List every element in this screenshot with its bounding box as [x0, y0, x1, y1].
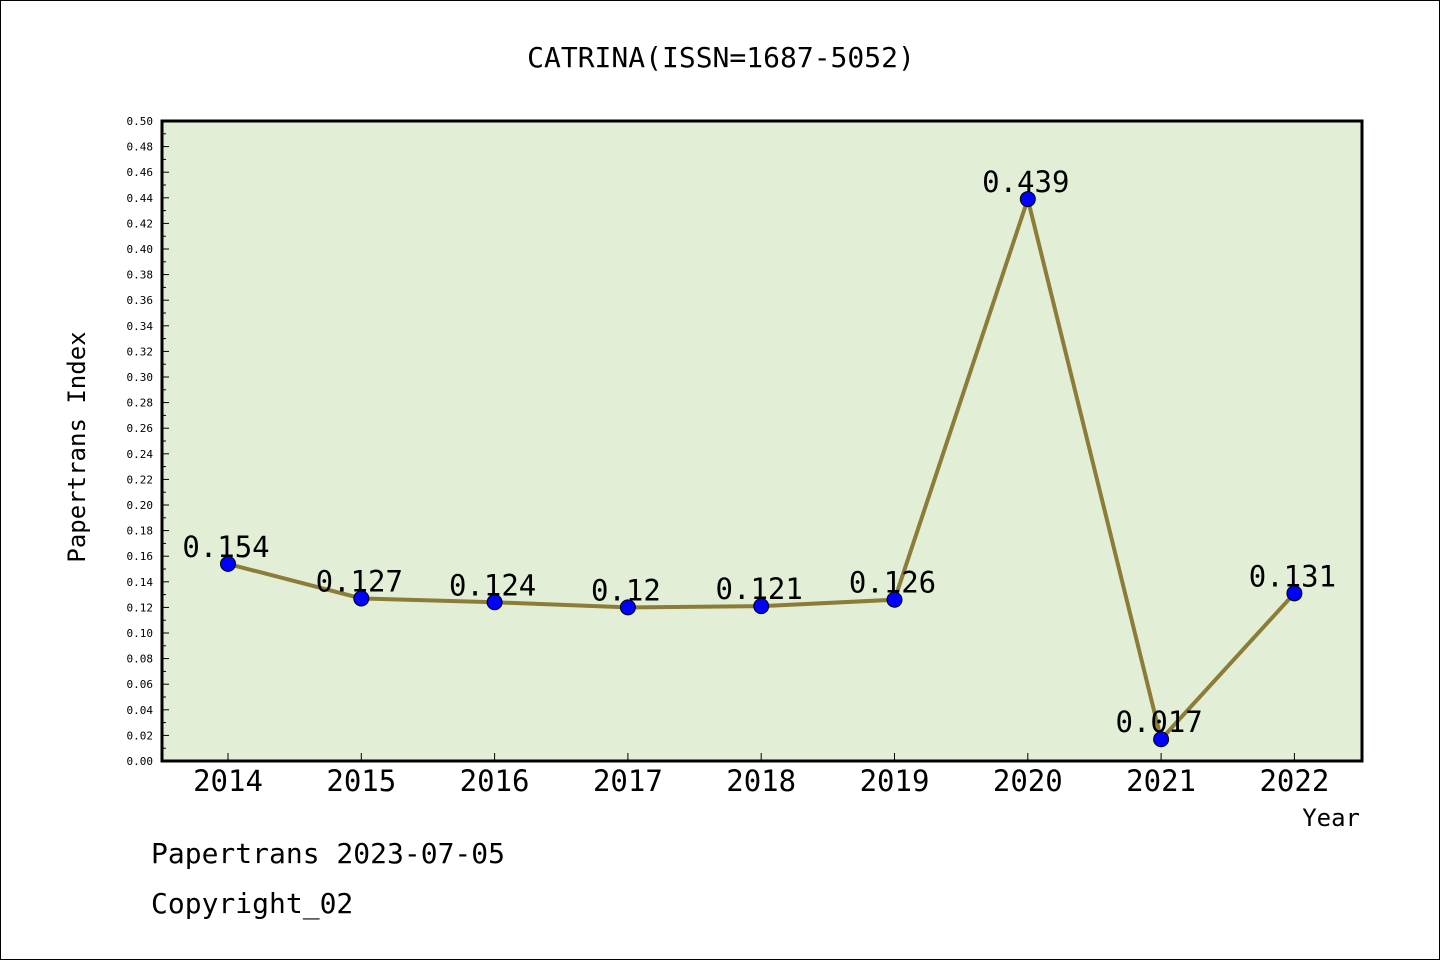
- footer-copyright: Copyright_02: [151, 887, 354, 920]
- y-tick-label: 0.38: [127, 269, 154, 282]
- chart-title: CATRINA(ISSN=1687-5052): [527, 41, 915, 74]
- y-tick-label: 0.00: [127, 755, 154, 768]
- y-tick-label: 0.30: [127, 371, 154, 384]
- series-layer: 0.154 0.127 0.124 0.12 0.121 0.126 0.439 0.017 0…: [182, 165, 1336, 748]
- data-label: 0.126: [849, 566, 936, 600]
- plot-area: [162, 121, 1362, 761]
- y-tick-label: 0.14: [127, 576, 154, 589]
- data-point: [886, 591, 903, 608]
- y-tick-label: 0.12: [127, 601, 154, 614]
- y-tick-label: 0.24: [127, 448, 154, 461]
- x-tick-label: 2016: [460, 764, 530, 798]
- y-tick-label: 0.04: [127, 704, 154, 717]
- data-point: [353, 590, 370, 607]
- x-tick-label: 2021: [1126, 764, 1196, 798]
- y-tick-label: 0.18: [127, 525, 154, 538]
- x-tick-label: 2019: [860, 764, 930, 798]
- data-point: [1286, 585, 1303, 602]
- x-tick-label: 2014: [193, 764, 263, 798]
- data-point: [486, 594, 503, 611]
- x-axis-label: Year: [1302, 804, 1360, 832]
- y-tick-label: 0.06: [127, 678, 154, 691]
- plot-border: [160, 119, 1364, 763]
- data-point: [1153, 731, 1170, 748]
- y-tick-label: 0.50: [127, 115, 154, 128]
- data-label: 0.12: [591, 573, 661, 607]
- data-label: 0.154: [182, 530, 269, 564]
- y-tick-label: 0.34: [127, 320, 154, 333]
- x-tick-label: 2018: [726, 764, 796, 798]
- y-tick-label: 0.46: [127, 166, 154, 179]
- data-point: [753, 598, 770, 615]
- footer-date: Papertrans 2023-07-05: [151, 837, 506, 870]
- data-label: 0.439: [982, 165, 1069, 199]
- data-label: 0.017: [1115, 705, 1202, 739]
- y-tick-label: 0.48: [127, 141, 154, 154]
- y-tick-label: 0.10: [127, 627, 154, 640]
- y-tick-label: 0.16: [127, 550, 154, 563]
- y-tick-label: 0.32: [127, 345, 154, 358]
- data-label: 0.121: [716, 572, 803, 606]
- data-label: 0.131: [1249, 559, 1336, 593]
- data-label: 0.124: [449, 568, 536, 602]
- y-tick-label: 0.44: [127, 192, 154, 205]
- x-tick-label: 2017: [593, 764, 663, 798]
- y-tick-label: 0.28: [127, 397, 154, 410]
- x-tick-label: 2020: [993, 764, 1063, 798]
- x-tick-label: 2015: [326, 764, 396, 798]
- x-tick-label: 2022: [1259, 764, 1329, 798]
- y-tick-label: 0.22: [127, 473, 154, 486]
- data-label: 0.127: [316, 564, 403, 598]
- data-point: [619, 599, 636, 616]
- y-tick-label: 0.40: [127, 243, 154, 256]
- y-tick-label: 0.20: [127, 499, 154, 512]
- data-point: [1019, 191, 1036, 208]
- y-tick-label: 0.08: [127, 653, 154, 666]
- y-axis-label: Papertrans Index: [63, 331, 91, 562]
- y-tick-label: 0.26: [127, 422, 154, 435]
- y-axis-ticks: 0.00 0.02 0.04 0.06 0.08 0.10 0.12 0.14 0.16 0.18…: [127, 115, 169, 768]
- data-point: [220, 555, 236, 572]
- y-tick-label: 0.36: [127, 294, 154, 307]
- x-axis-ticks: 2014 2015 2016 2017 2018 2019 2020 2021 2022: [193, 753, 1329, 798]
- y-tick-label: 0.02: [127, 729, 154, 742]
- y-tick-label: 0.42: [127, 217, 154, 230]
